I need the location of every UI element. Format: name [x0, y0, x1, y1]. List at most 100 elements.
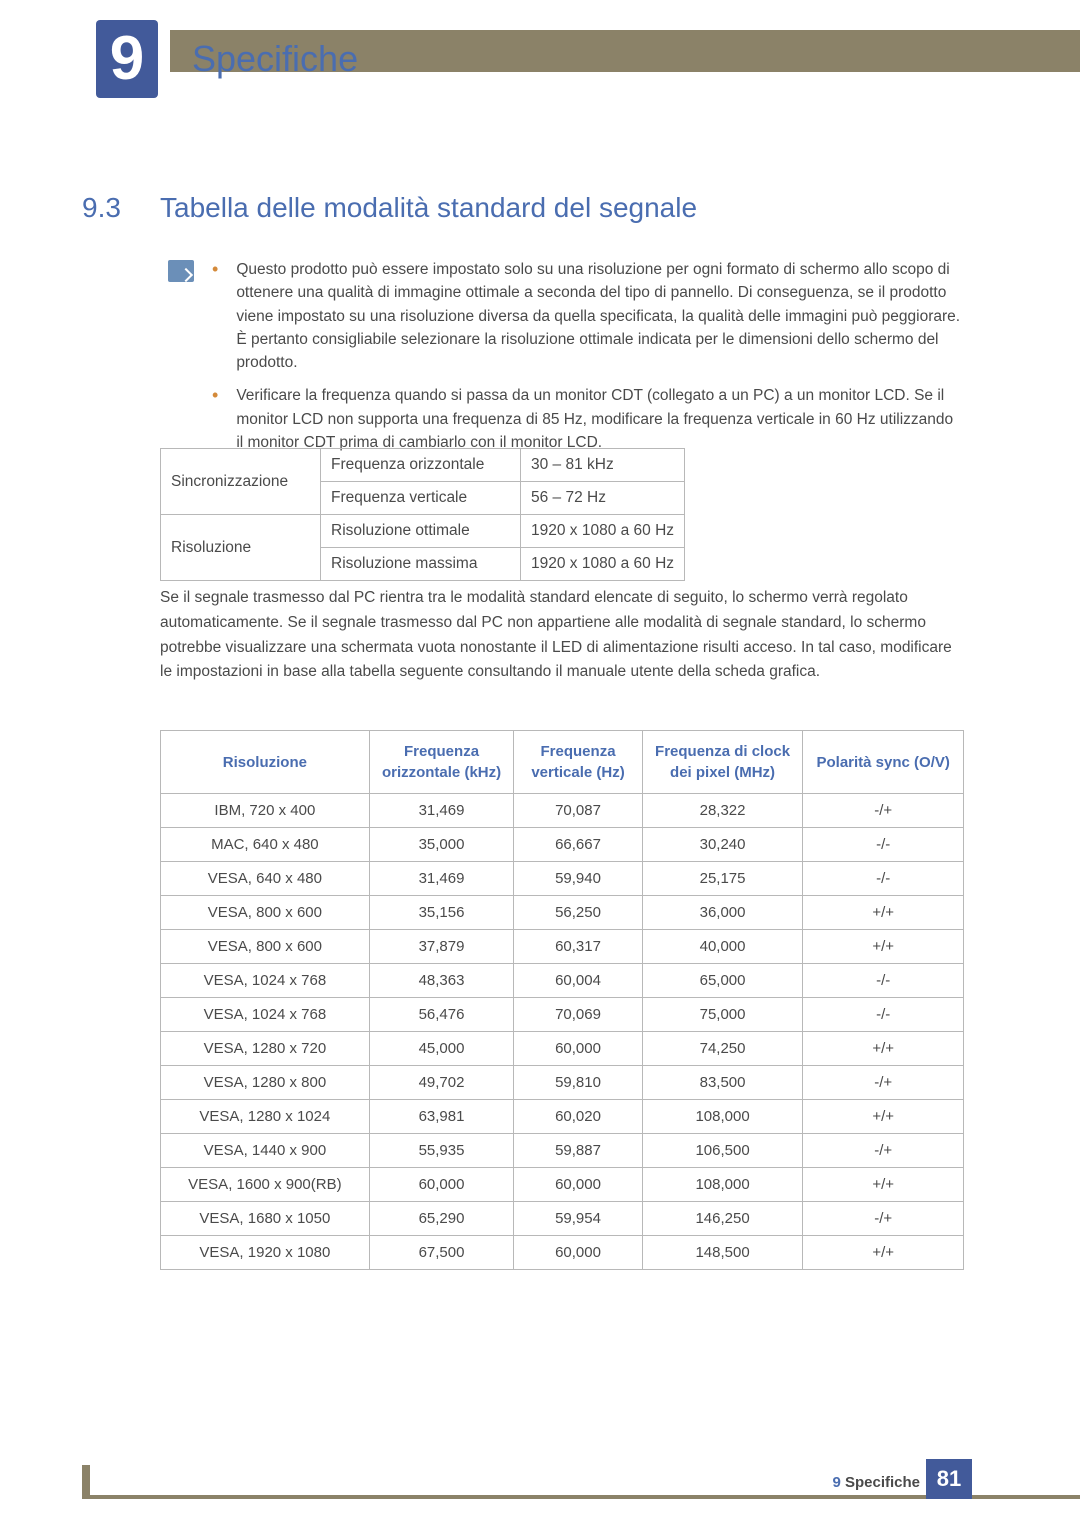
- table-cell: -/+: [803, 794, 964, 828]
- footer-chapter-ref: 9 Specifiche: [832, 1474, 920, 1491]
- note-bullet-list: • Questo prodotto può essere impostato s…: [212, 258, 964, 464]
- table-cell: 148,500: [642, 1236, 803, 1270]
- bullet-dot-icon: •: [212, 384, 218, 454]
- table-cell: 60,000: [369, 1168, 514, 1202]
- cell-label: Frequenza verticale: [321, 482, 521, 515]
- footer-chapter-title: Specifiche: [845, 1474, 920, 1491]
- table-cell: -/-: [803, 862, 964, 896]
- table-cell: VESA, 1280 x 720: [161, 1032, 370, 1066]
- table-row: MAC, 640 x 48035,00066,66730,240-/-: [161, 828, 964, 862]
- cell-value: 1920 x 1080 a 60 Hz: [521, 548, 685, 581]
- col-header: Frequenza orizzontale (kHz): [369, 731, 514, 794]
- table-cell: 59,887: [514, 1134, 642, 1168]
- table-cell: +/+: [803, 1236, 964, 1270]
- table-cell: 60,000: [514, 1236, 642, 1270]
- table-cell: 67,500: [369, 1236, 514, 1270]
- table-row: VESA, 1600 x 900(RB)60,00060,000108,000+…: [161, 1168, 964, 1202]
- spec-summary-table: Sincronizzazione Frequenza orizzontale 3…: [160, 448, 685, 581]
- table-cell: VESA, 1280 x 1024: [161, 1100, 370, 1134]
- table-cell: VESA, 1920 x 1080: [161, 1236, 370, 1270]
- table-cell: 35,000: [369, 828, 514, 862]
- footer-left-accent: [82, 1465, 90, 1499]
- table-cell: +/+: [803, 1032, 964, 1066]
- table-cell: 60,317: [514, 930, 642, 964]
- table-cell: -/-: [803, 964, 964, 998]
- table-row: VESA, 1280 x 72045,00060,00074,250+/+: [161, 1032, 964, 1066]
- table-cell: 63,981: [369, 1100, 514, 1134]
- table-cell: 45,000: [369, 1032, 514, 1066]
- bullet-item: • Questo prodotto può essere impostato s…: [212, 258, 964, 374]
- table-row: VESA, 640 x 48031,46959,94025,175-/-: [161, 862, 964, 896]
- table-cell: +/+: [803, 930, 964, 964]
- table-row: IBM, 720 x 40031,46970,08728,322-/+: [161, 794, 964, 828]
- table-row: Sincronizzazione Frequenza orizzontale 3…: [161, 449, 685, 482]
- bullet-text: Questo prodotto può essere impostato sol…: [236, 258, 964, 374]
- bullet-item: • Verificare la frequenza quando si pass…: [212, 384, 964, 454]
- signal-mode-table: Risoluzione Frequenza orizzontale (kHz) …: [160, 730, 964, 1270]
- table-header-row: Risoluzione Frequenza orizzontale (kHz) …: [161, 731, 964, 794]
- table-cell: +/+: [803, 896, 964, 930]
- table-cell: 75,000: [642, 998, 803, 1032]
- table-cell: MAC, 640 x 480: [161, 828, 370, 862]
- table-cell: 70,087: [514, 794, 642, 828]
- table-cell: 60,004: [514, 964, 642, 998]
- table-cell: VESA, 1024 x 768: [161, 964, 370, 998]
- bullet-dot-icon: •: [212, 258, 218, 374]
- cell-group: Risoluzione: [161, 515, 321, 581]
- col-header: Risoluzione: [161, 731, 370, 794]
- table-cell: 36,000: [642, 896, 803, 930]
- cell-value: 30 – 81 kHz: [521, 449, 685, 482]
- chapter-title: Specifiche: [192, 38, 358, 80]
- cell-label: Risoluzione massima: [321, 548, 521, 581]
- table-cell: VESA, 1600 x 900(RB): [161, 1168, 370, 1202]
- table-row: VESA, 1680 x 105065,29059,954146,250-/+: [161, 1202, 964, 1236]
- cell-group: Sincronizzazione: [161, 449, 321, 515]
- table-cell: 59,940: [514, 862, 642, 896]
- table-cell: 83,500: [642, 1066, 803, 1100]
- table-cell: 65,000: [642, 964, 803, 998]
- table-cell: -/+: [803, 1202, 964, 1236]
- table-cell: 108,000: [642, 1168, 803, 1202]
- table-cell: 31,469: [369, 862, 514, 896]
- table-cell: 30,240: [642, 828, 803, 862]
- table-cell: 108,000: [642, 1100, 803, 1134]
- table-cell: VESA, 640 x 480: [161, 862, 370, 896]
- cell-value: 56 – 72 Hz: [521, 482, 685, 515]
- table-cell: 146,250: [642, 1202, 803, 1236]
- table-cell: 60,020: [514, 1100, 642, 1134]
- table-cell: 59,810: [514, 1066, 642, 1100]
- table-cell: 74,250: [642, 1032, 803, 1066]
- table-cell: 59,954: [514, 1202, 642, 1236]
- table-row: VESA, 800 x 60035,15656,25036,000+/+: [161, 896, 964, 930]
- table-cell: VESA, 1280 x 800: [161, 1066, 370, 1100]
- table-cell: 40,000: [642, 930, 803, 964]
- section-title: Tabella delle modalità standard del segn…: [160, 192, 697, 224]
- table-cell: VESA, 800 x 600: [161, 896, 370, 930]
- table-cell: -/-: [803, 998, 964, 1032]
- table-cell: 60,000: [514, 1168, 642, 1202]
- table-cell: +/+: [803, 1100, 964, 1134]
- table-cell: 37,879: [369, 930, 514, 964]
- section-number: 9.3: [82, 192, 121, 224]
- table-cell: 56,250: [514, 896, 642, 930]
- table-cell: 65,290: [369, 1202, 514, 1236]
- col-header: Polarità sync (O/V): [803, 731, 964, 794]
- table-cell: VESA, 1440 x 900: [161, 1134, 370, 1168]
- table-cell: 56,476: [369, 998, 514, 1032]
- footer-chapter-number: 9: [832, 1474, 840, 1491]
- col-header: Frequenza verticale (Hz): [514, 731, 642, 794]
- table-row: VESA, 1280 x 102463,98160,020108,000+/+: [161, 1100, 964, 1134]
- table-cell: VESA, 1024 x 768: [161, 998, 370, 1032]
- table-cell: -/+: [803, 1134, 964, 1168]
- table-cell: 48,363: [369, 964, 514, 998]
- table-cell: 70,069: [514, 998, 642, 1032]
- table-cell: 66,667: [514, 828, 642, 862]
- table-cell: 28,322: [642, 794, 803, 828]
- table-cell: 31,469: [369, 794, 514, 828]
- table-cell: 35,156: [369, 896, 514, 930]
- table-cell: 49,702: [369, 1066, 514, 1100]
- table-cell: 106,500: [642, 1134, 803, 1168]
- table-cell: +/+: [803, 1168, 964, 1202]
- table-cell: 25,175: [642, 862, 803, 896]
- cell-value: 1920 x 1080 a 60 Hz: [521, 515, 685, 548]
